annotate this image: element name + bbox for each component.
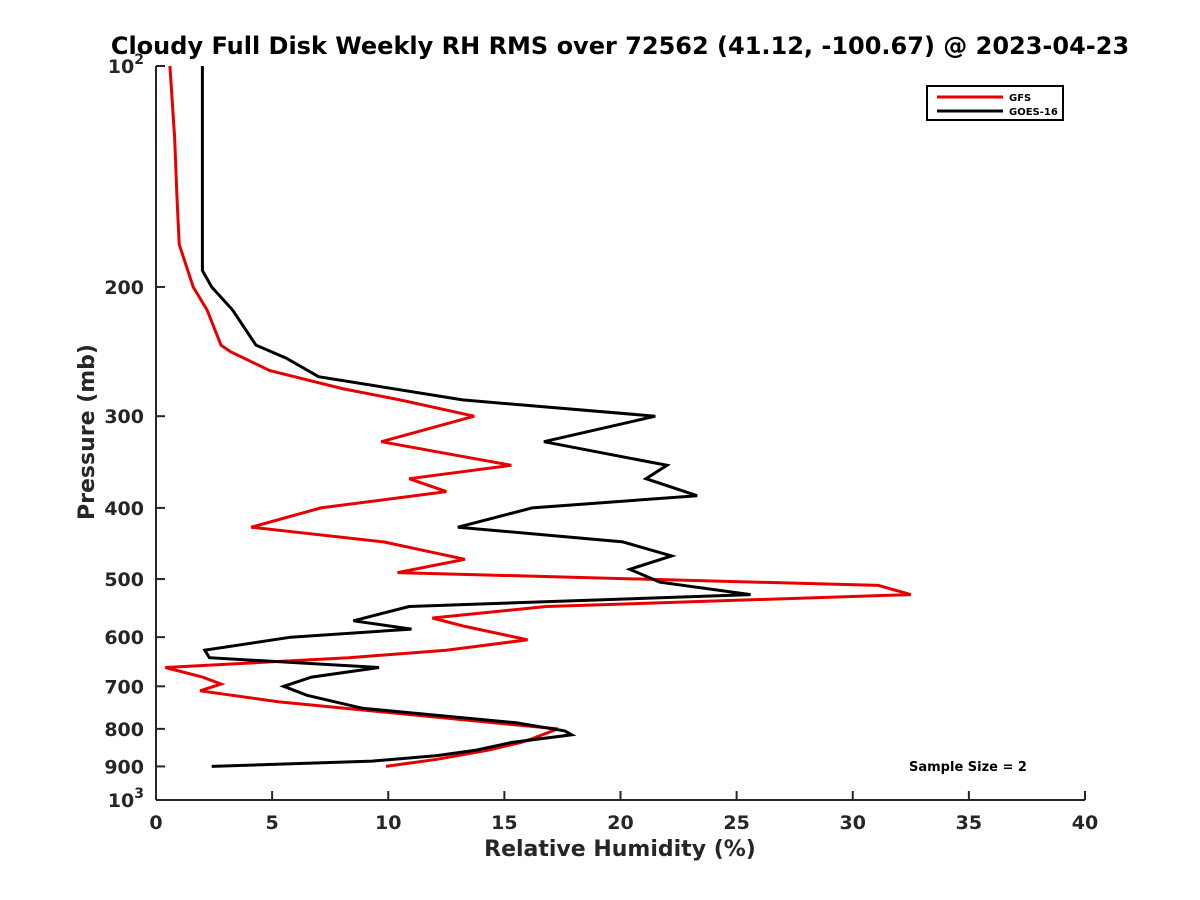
legend-entry: GOES-16 bbox=[1009, 107, 1058, 118]
x-tick-label: 35 bbox=[956, 812, 982, 834]
axis-layer: 0 5 10 15 20 25 30 35 40 102 200 300 400 500 600 700 800… bbox=[104, 52, 1098, 834]
x-tick-label: 10 bbox=[375, 812, 401, 834]
legend-entry: GFS bbox=[1009, 93, 1031, 104]
y-tick-label: 102 bbox=[108, 52, 144, 78]
y-axis-label: Pressure (mb) bbox=[75, 344, 100, 520]
series-line-gfs bbox=[164, 65, 912, 768]
x-tick-label: 20 bbox=[607, 812, 633, 834]
x-axis-label: Relative Humidity (%) bbox=[484, 837, 756, 862]
y-tick-label: 500 bbox=[104, 569, 144, 591]
series-line-goes-16 bbox=[200, 66, 751, 768]
x-tick-label: 5 bbox=[266, 812, 279, 834]
series-layer bbox=[164, 65, 912, 768]
x-tick-label: 30 bbox=[840, 812, 866, 834]
y-tick-label: 103 bbox=[108, 786, 144, 812]
legend: GFS GOES-16 bbox=[926, 85, 1064, 121]
x-tick-label: 15 bbox=[491, 812, 517, 834]
sample-size-annotation: Sample Size = 2 bbox=[909, 760, 1027, 775]
y-tick-label: 400 bbox=[104, 498, 144, 520]
y-tick-label: 900 bbox=[104, 756, 144, 778]
x-tick-label: 40 bbox=[1072, 812, 1098, 834]
y-tick-label: 200 bbox=[104, 277, 144, 299]
y-tick-label: 700 bbox=[104, 676, 144, 698]
x-tick-label: 25 bbox=[723, 812, 749, 834]
y-tick-label: 600 bbox=[104, 627, 144, 649]
legend-box bbox=[926, 85, 1064, 121]
y-tick-label: 800 bbox=[104, 719, 144, 741]
x-tick-label: 0 bbox=[149, 812, 162, 834]
chart-title: Cloudy Full Disk Weekly RH RMS over 7256… bbox=[111, 32, 1129, 60]
y-tick-label: 300 bbox=[104, 406, 144, 428]
